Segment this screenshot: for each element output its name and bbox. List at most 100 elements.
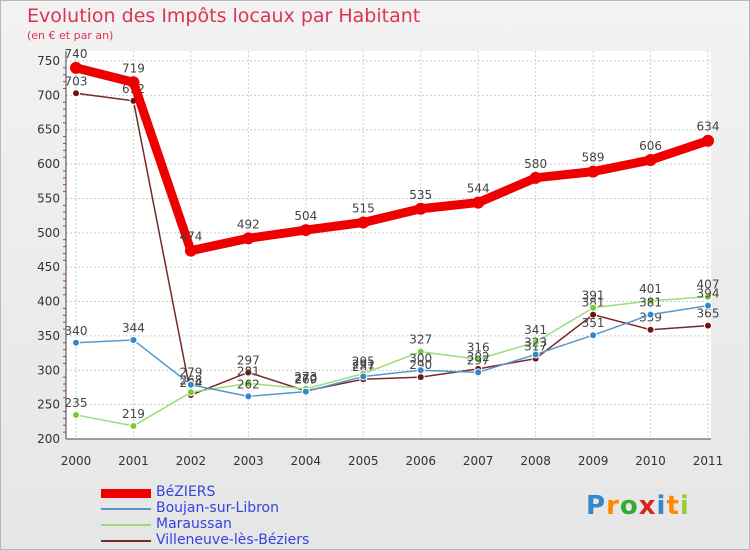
data-point	[646, 310, 655, 319]
series-line	[75, 92, 709, 396]
data-label: 235	[65, 396, 88, 410]
chart-title: Evolution des Impôts locaux par Habitant	[27, 5, 421, 27]
data-point	[242, 232, 255, 245]
data-label: 504	[294, 209, 317, 223]
data-label: 703	[65, 74, 88, 88]
data-label: 719	[122, 61, 145, 75]
data-label: 365	[697, 307, 720, 321]
x-tick-label: 2009	[578, 454, 609, 468]
y-tick-label: 700	[37, 88, 60, 102]
y-tick-label: 500	[37, 226, 60, 240]
data-label: 351	[582, 316, 605, 330]
data-point	[587, 165, 600, 178]
data-point	[244, 379, 253, 388]
data-label: 323	[524, 335, 547, 349]
data-point	[72, 89, 80, 98]
data-label: 297	[467, 353, 490, 367]
data-label: 606	[639, 139, 662, 153]
series-line	[75, 295, 709, 427]
y-tick-label: 600	[37, 157, 60, 171]
data-label: 381	[639, 296, 662, 310]
x-tick-label: 2006	[405, 454, 436, 468]
data-point	[472, 196, 485, 209]
data-point	[184, 244, 197, 257]
proxiti-logo: Proxiti	[586, 491, 690, 521]
data-label: 474	[179, 230, 202, 244]
data-label: 269	[294, 373, 317, 387]
data-point	[531, 338, 540, 347]
data-label: 341	[524, 323, 547, 337]
line-chart: 200 250 300 350 400 450 500 550 600 650 700 750 2000…	[37, 47, 723, 468]
data-label: 492	[237, 217, 260, 231]
data-label: 327	[409, 333, 432, 347]
data-point	[704, 301, 712, 310]
data-point	[474, 355, 483, 364]
data-label: 291	[352, 357, 375, 371]
data-point	[72, 338, 80, 347]
data-point	[186, 380, 195, 389]
x-tick-label: 2000	[61, 454, 92, 468]
data-point	[301, 387, 310, 396]
series-maraussan: 235 219 268 281 273 295 327 316 341 391 401 407	[65, 278, 720, 430]
data-point	[244, 392, 253, 401]
y-tick-label: 750	[37, 54, 60, 68]
data-point	[244, 368, 253, 377]
logo-letter: x	[638, 491, 657, 521]
legend-label: Boujan-sur-Libron	[156, 500, 279, 516]
y-tick-label: 400	[37, 295, 60, 309]
data-label: 295	[352, 355, 375, 369]
y-tick-label: 250	[37, 398, 60, 412]
x-tick-label: 2007	[463, 454, 494, 468]
data-label: 344	[122, 321, 145, 335]
data-label: 515	[352, 202, 375, 216]
data-point	[359, 372, 368, 381]
data-label: 262	[237, 377, 260, 391]
data-point	[704, 321, 712, 330]
x-tick-label: 2008	[520, 454, 551, 468]
data-label: 589	[582, 151, 605, 165]
data-point	[704, 292, 712, 301]
data-label: 407	[697, 278, 720, 292]
legend-label: Maraussan	[156, 516, 232, 532]
data-label: 391	[582, 289, 605, 303]
y-tick-label: 350	[37, 329, 60, 343]
x-tick-label: 2010	[635, 454, 666, 468]
data-point	[529, 171, 542, 184]
data-point	[589, 303, 598, 312]
data-label: 340	[65, 324, 88, 338]
data-label: 279	[179, 366, 202, 380]
x-tick-label: 2005	[348, 454, 379, 468]
data-point	[646, 325, 655, 334]
y-tick-label: 650	[37, 123, 60, 137]
legend-swatch	[101, 488, 151, 498]
data-point	[474, 368, 483, 377]
data-label: 300	[409, 351, 432, 365]
legend-label: Villeneuve-lès-Béziers	[156, 532, 310, 548]
series-b-ziers: 740 719 474 492 504 515 535 544 580 589 606 634	[65, 47, 720, 257]
data-point	[416, 347, 425, 356]
logo-letter: P	[586, 491, 607, 521]
data-point	[70, 61, 82, 74]
data-point	[72, 410, 80, 419]
y-tick-label: 300	[37, 363, 60, 377]
data-point	[646, 296, 655, 305]
data-label: 290	[409, 358, 432, 372]
data-point	[416, 366, 425, 375]
data-point	[129, 336, 138, 345]
data-label: 270	[294, 372, 317, 386]
data-point	[644, 153, 657, 166]
data-point	[129, 421, 138, 430]
x-tick-label: 2004	[291, 454, 322, 468]
logo-letter: t	[666, 491, 680, 521]
data-point	[589, 331, 598, 340]
data-label: 297	[237, 353, 260, 367]
logo-letter: o	[619, 491, 639, 521]
data-point	[186, 388, 195, 397]
data-label: 316	[467, 340, 490, 354]
data-label: 634	[697, 120, 720, 134]
data-label: 268	[179, 373, 202, 387]
data-label: 287	[352, 360, 375, 374]
data-label: 544	[467, 182, 490, 196]
data-point	[414, 202, 427, 215]
